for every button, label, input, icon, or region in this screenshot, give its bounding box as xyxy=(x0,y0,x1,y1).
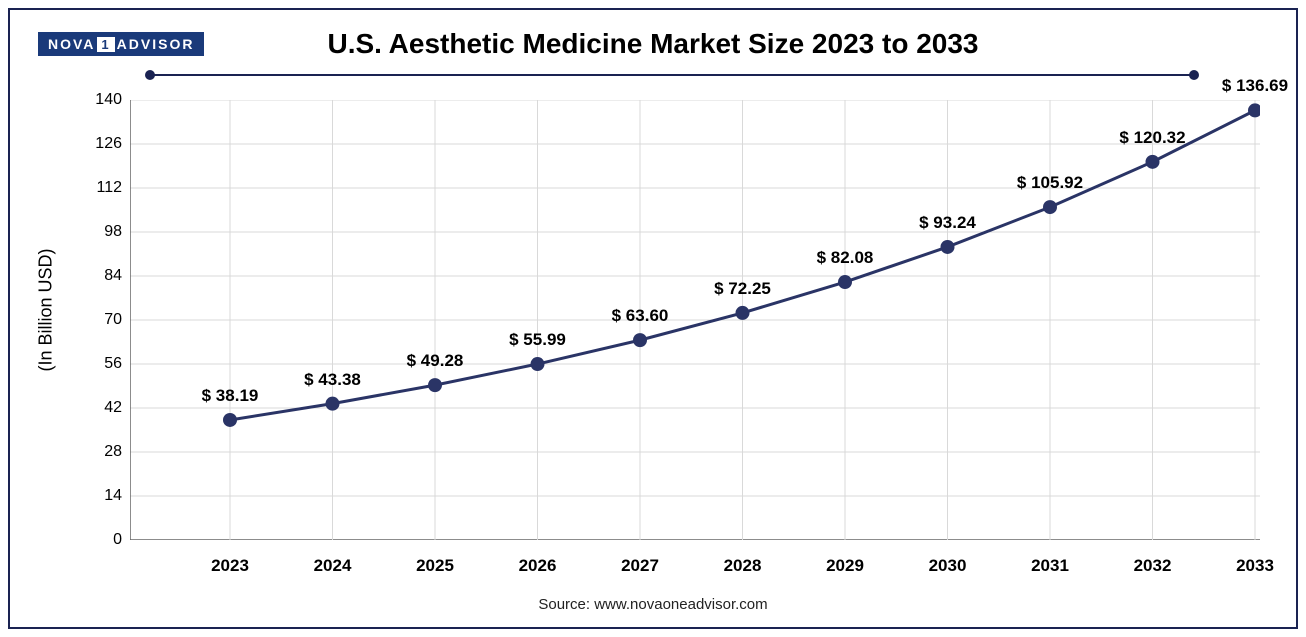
y-tick-label: 126 xyxy=(82,135,122,153)
chart-title: U.S. Aesthetic Medicine Market Size 2023… xyxy=(10,28,1296,60)
x-tick-label: 2027 xyxy=(621,556,659,576)
y-tick-label: 42 xyxy=(82,399,122,417)
x-tick-label: 2030 xyxy=(929,556,967,576)
x-tick-label: 2024 xyxy=(314,556,352,576)
y-tick-label: 84 xyxy=(82,267,122,285)
y-tick-label: 140 xyxy=(82,91,122,109)
x-tick-label: 2033 xyxy=(1236,556,1274,576)
x-tick-label: 2028 xyxy=(724,556,762,576)
x-tick-label: 2029 xyxy=(826,556,864,576)
data-point-label: $ 82.08 xyxy=(817,248,874,268)
data-point-label: $ 63.60 xyxy=(612,306,669,326)
y-tick-label: 14 xyxy=(82,487,122,505)
y-axis-label: (In Billion USD) xyxy=(36,248,57,371)
data-point-label: $ 120.32 xyxy=(1119,128,1185,148)
data-point-label: $ 38.19 xyxy=(202,386,259,406)
plot-area: 014284256708498112126140$ 38.192023$ 43.… xyxy=(130,100,1260,540)
source-caption: Source: www.novaoneadvisor.com xyxy=(10,596,1296,613)
x-tick-label: 2032 xyxy=(1134,556,1172,576)
title-underline-dot-left xyxy=(145,70,155,80)
chart-svg xyxy=(130,100,1260,540)
data-point-label: $ 105.92 xyxy=(1017,173,1083,193)
title-underline-dot-right xyxy=(1189,70,1199,80)
chart-frame: NOVA 1 ADVISOR U.S. Aesthetic Medicine M… xyxy=(8,8,1298,629)
data-point-label: $ 43.38 xyxy=(304,370,361,390)
y-tick-label: 112 xyxy=(82,179,122,197)
data-point-label: $ 55.99 xyxy=(509,330,566,350)
y-tick-label: 56 xyxy=(82,355,122,373)
x-tick-label: 2023 xyxy=(211,556,249,576)
y-tick-label: 70 xyxy=(82,311,122,329)
y-tick-label: 98 xyxy=(82,223,122,241)
data-point-label: $ 49.28 xyxy=(407,351,464,371)
x-tick-label: 2026 xyxy=(519,556,557,576)
y-tick-label: 0 xyxy=(82,531,122,549)
data-point-label: $ 93.24 xyxy=(919,213,976,233)
data-point-label: $ 136.69 xyxy=(1222,76,1288,96)
title-underline xyxy=(150,74,1194,76)
x-tick-label: 2025 xyxy=(416,556,454,576)
data-point-label: $ 72.25 xyxy=(714,279,771,299)
y-tick-label: 28 xyxy=(82,443,122,461)
x-tick-label: 2031 xyxy=(1031,556,1069,576)
